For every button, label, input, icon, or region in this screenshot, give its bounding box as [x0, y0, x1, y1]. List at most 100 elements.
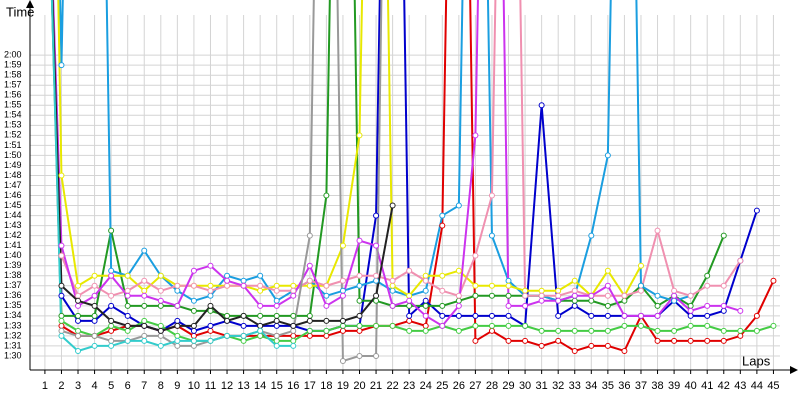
- x-tick-label: 16: [287, 380, 299, 392]
- y-tick-label: 1:46: [4, 190, 22, 200]
- x-tick-label: 18: [320, 380, 332, 392]
- y-tick-label: 1:50: [4, 150, 22, 160]
- y-tick-label: 1:58: [4, 70, 22, 80]
- lap-point: [505, 302, 512, 309]
- lap-point: [273, 332, 280, 339]
- lap-point: [571, 292, 578, 299]
- lap-point: [58, 172, 65, 179]
- lap-point: [207, 337, 214, 344]
- x-tick-label: 5: [108, 380, 114, 392]
- lap-point: [224, 277, 231, 284]
- lap-point: [770, 277, 777, 284]
- x-tick-label: 3: [75, 380, 81, 392]
- lap-point: [75, 347, 82, 354]
- lap-point: [290, 327, 297, 334]
- lap-point: [339, 287, 346, 294]
- lap-point: [339, 277, 346, 284]
- x-tick-label: 45: [767, 380, 779, 392]
- lap-point: [306, 312, 313, 319]
- x-tick-label: 13: [237, 380, 249, 392]
- lap-point: [439, 302, 446, 309]
- lap-point: [488, 282, 495, 289]
- lap-point: [439, 222, 446, 229]
- lap-point: [406, 297, 413, 304]
- lap-point: [472, 322, 479, 329]
- lap-point: [538, 327, 545, 334]
- lap-point: [406, 312, 413, 319]
- lap-point: [422, 312, 429, 319]
- lap-point: [621, 347, 628, 354]
- lap-point: [406, 292, 413, 299]
- lap-point: [174, 302, 181, 309]
- lap-point: [687, 337, 694, 344]
- lap-point: [588, 342, 595, 349]
- y-tick-label: 1:42: [4, 230, 22, 240]
- lap-point: [737, 332, 744, 339]
- y-tick-label: 1:55: [4, 100, 22, 110]
- series-line: [50, 0, 294, 353]
- lap-point: [439, 312, 446, 319]
- x-tick-label: 34: [585, 380, 597, 392]
- lap-point: [687, 312, 694, 319]
- lap-point: [356, 327, 363, 334]
- lap-point: [207, 327, 214, 334]
- lap-point: [604, 267, 611, 274]
- x-axis-label: Laps: [742, 353, 771, 368]
- lap-point: [75, 332, 82, 339]
- y-tick-label: 1:52: [4, 130, 22, 140]
- lap-point: [505, 292, 512, 299]
- lap-point: [306, 332, 313, 339]
- lap-point: [455, 297, 462, 304]
- lap-point: [58, 292, 65, 299]
- lap-point: [455, 327, 462, 334]
- y-axis-label: Time: [6, 4, 34, 19]
- lap-point: [356, 297, 363, 304]
- lap-point: [505, 337, 512, 344]
- lap-point: [538, 287, 545, 294]
- x-tick-label: 40: [685, 380, 697, 392]
- lap-point: [273, 302, 280, 309]
- lap-point: [406, 302, 413, 309]
- lap-point: [720, 232, 727, 239]
- x-axis-arrow: [790, 366, 798, 374]
- lap-point: [257, 287, 264, 294]
- lap-point: [190, 322, 197, 329]
- lap-point: [472, 312, 479, 319]
- lap-point: [637, 322, 644, 329]
- lap-point: [604, 327, 611, 334]
- lap-point: [306, 277, 313, 284]
- x-tick-label: 20: [353, 380, 365, 392]
- lap-point: [58, 312, 65, 319]
- x-tick-label: 41: [701, 380, 713, 392]
- y-tick-label: 1:38: [4, 270, 22, 280]
- lap-point: [488, 322, 495, 329]
- lap-point: [257, 302, 264, 309]
- lap-point: [108, 272, 115, 279]
- lap-point: [290, 342, 297, 349]
- lap-point: [356, 282, 363, 289]
- lap-point: [75, 292, 82, 299]
- lap-point: [323, 327, 330, 334]
- lap-point: [273, 287, 280, 294]
- x-tick-label: 4: [92, 380, 98, 392]
- lap-point: [306, 282, 313, 289]
- x-tick-label: 39: [668, 380, 680, 392]
- lap-point: [75, 327, 82, 334]
- lap-point: [207, 282, 214, 289]
- lap-point: [190, 332, 197, 339]
- plot-area: [50, 0, 777, 364]
- lap-point: [637, 282, 644, 289]
- lap-point: [637, 287, 644, 294]
- lap-point: [472, 337, 479, 344]
- y-tick-label: 1:47: [4, 180, 22, 190]
- lap-point: [141, 332, 148, 339]
- lap-point: [588, 297, 595, 304]
- lap-point: [555, 337, 562, 344]
- lap-point: [604, 282, 611, 289]
- lap-point: [505, 277, 512, 284]
- lap-point: [753, 312, 760, 319]
- lap-point: [108, 227, 115, 234]
- y-tick-label: 1:45: [4, 200, 22, 210]
- y-tick-label: 2:00: [4, 50, 22, 60]
- lap-point: [555, 287, 562, 294]
